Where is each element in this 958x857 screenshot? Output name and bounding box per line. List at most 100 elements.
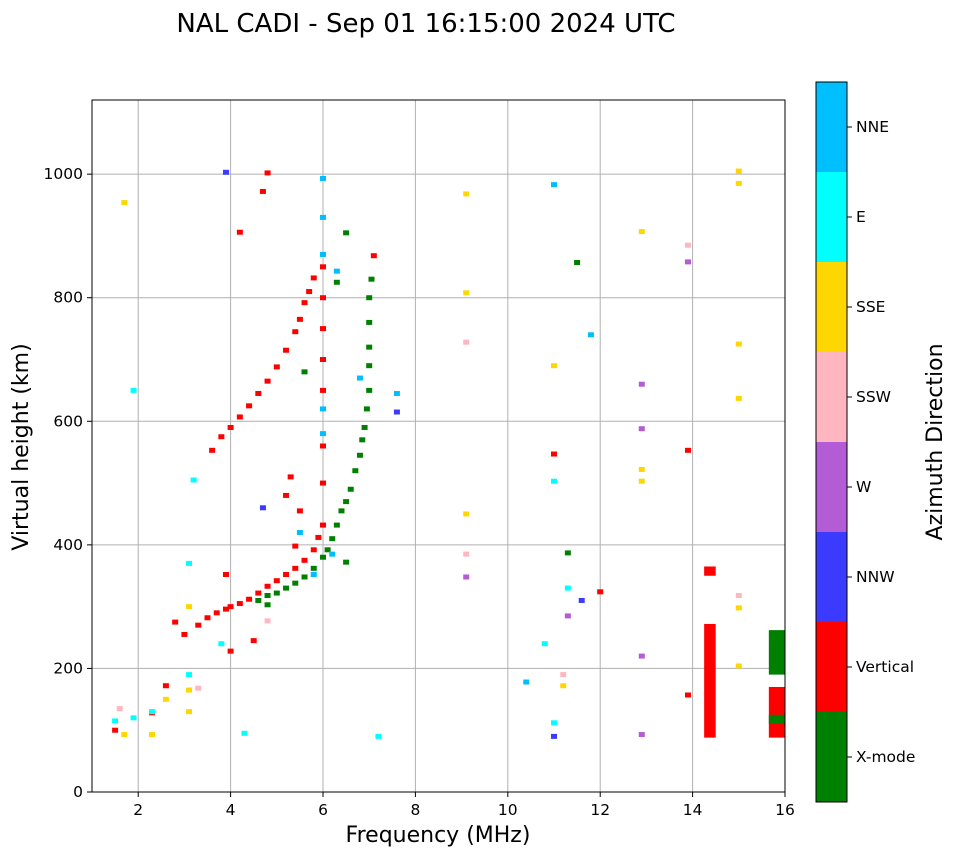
colorbar-segment bbox=[816, 532, 847, 622]
data-point bbox=[638, 732, 645, 738]
colorbar: X-mode Vertical NNW W SSW SSE E NNE bbox=[816, 82, 915, 802]
data-point bbox=[264, 618, 271, 624]
data-point bbox=[130, 715, 137, 721]
colorbar-segment bbox=[816, 172, 847, 262]
data-point bbox=[292, 580, 299, 586]
data-point bbox=[359, 437, 366, 443]
data-point bbox=[292, 543, 299, 549]
data-point bbox=[343, 499, 350, 505]
data-bar bbox=[768, 630, 785, 675]
data-point bbox=[190, 477, 197, 483]
data-point bbox=[264, 378, 271, 384]
data-bar bbox=[768, 714, 785, 725]
data-point bbox=[523, 679, 530, 685]
data-point bbox=[735, 180, 742, 186]
x-tick-label: 4 bbox=[226, 801, 236, 819]
data-point bbox=[186, 709, 193, 715]
x-tick-label: 16 bbox=[775, 801, 795, 819]
x-tick-label: 8 bbox=[410, 801, 420, 819]
data-point bbox=[735, 395, 742, 401]
data-point bbox=[204, 615, 211, 621]
data-point bbox=[551, 451, 557, 457]
x-tick-label: 2 bbox=[133, 801, 143, 819]
data-point bbox=[320, 443, 326, 449]
data-point bbox=[361, 424, 368, 430]
data-point bbox=[735, 663, 742, 669]
data-point bbox=[366, 363, 373, 369]
y-tick-label: 200 bbox=[53, 659, 83, 677]
data-point bbox=[287, 474, 294, 480]
data-point bbox=[343, 230, 350, 236]
data-point bbox=[638, 653, 645, 659]
data-point bbox=[259, 505, 266, 511]
data-point bbox=[310, 275, 317, 281]
data-point bbox=[241, 730, 248, 736]
data-point bbox=[638, 478, 645, 484]
data-point bbox=[347, 486, 354, 492]
data-point bbox=[333, 268, 340, 274]
data-point bbox=[315, 534, 322, 540]
data-point bbox=[320, 554, 326, 560]
grid bbox=[92, 100, 786, 793]
y-tick-label: 400 bbox=[53, 536, 83, 554]
x-axis-label: Frequency (MHz) bbox=[346, 823, 531, 848]
data-point bbox=[186, 687, 193, 693]
data-point bbox=[301, 300, 308, 306]
data-point bbox=[310, 565, 317, 571]
data-point bbox=[551, 182, 557, 188]
data-point bbox=[587, 332, 594, 338]
data-point bbox=[292, 329, 299, 335]
data-point bbox=[222, 169, 229, 175]
data-point bbox=[320, 175, 326, 181]
data-bar bbox=[704, 566, 716, 576]
data-point bbox=[735, 341, 742, 347]
colorbar-frame bbox=[815, 81, 848, 803]
data-point bbox=[273, 578, 280, 584]
data-point bbox=[393, 390, 400, 396]
data-point bbox=[246, 403, 253, 409]
data-point bbox=[186, 560, 193, 566]
y-axis-ticks: 0 200 400 600 800 1000 bbox=[44, 165, 92, 801]
data-point bbox=[356, 375, 363, 381]
data-point bbox=[250, 638, 257, 644]
data-point bbox=[463, 191, 470, 197]
data-point bbox=[684, 259, 691, 265]
data-point bbox=[186, 672, 193, 678]
data-point bbox=[329, 551, 336, 557]
data-point bbox=[320, 295, 326, 301]
colorbar-label: W bbox=[856, 478, 871, 496]
data-point bbox=[366, 295, 373, 301]
y-tick-label: 0 bbox=[73, 783, 83, 801]
y-tick-label: 600 bbox=[53, 412, 83, 430]
data-point bbox=[638, 229, 645, 235]
colorbar-segment bbox=[816, 712, 847, 802]
y-axis-label: Virtual height (km) bbox=[9, 343, 34, 550]
data-point bbox=[172, 619, 179, 625]
data-point bbox=[574, 259, 581, 265]
data-point bbox=[116, 706, 123, 712]
data-point bbox=[356, 452, 363, 458]
data-point bbox=[333, 279, 340, 285]
data-point bbox=[310, 547, 317, 553]
data-point bbox=[195, 622, 202, 628]
y-tick-label: 800 bbox=[53, 289, 83, 307]
data-point bbox=[264, 583, 271, 589]
data-point bbox=[463, 339, 470, 345]
data-point bbox=[551, 720, 557, 726]
data-point bbox=[255, 390, 262, 396]
data-point bbox=[181, 631, 188, 637]
data-point bbox=[463, 511, 470, 517]
data-point bbox=[352, 468, 359, 474]
data-point bbox=[264, 602, 271, 608]
data-point bbox=[320, 214, 326, 220]
data-point bbox=[283, 585, 290, 591]
data-point bbox=[283, 492, 290, 498]
data-point bbox=[296, 508, 303, 514]
data-point bbox=[370, 253, 377, 259]
colorbar-segment bbox=[816, 82, 847, 172]
data-point bbox=[320, 387, 326, 393]
data-point bbox=[195, 685, 202, 691]
data-point bbox=[264, 593, 271, 599]
data-point bbox=[324, 547, 331, 553]
